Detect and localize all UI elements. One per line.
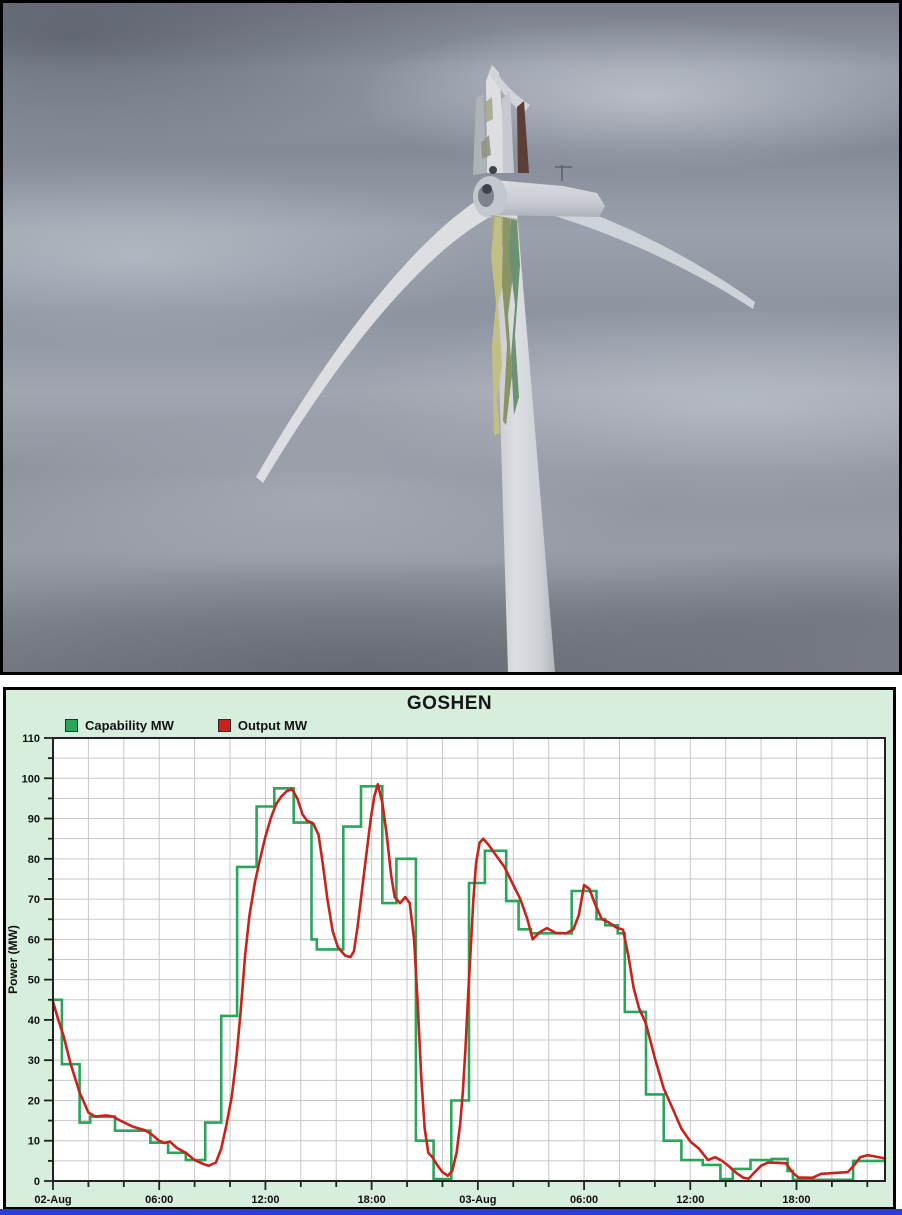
output-series-line — [51, 783, 887, 1180]
x-tick-label: 02-Aug — [34, 1194, 71, 1206]
y-tick-label: 20 — [28, 1095, 40, 1107]
x-tick-label: 12:00 — [676, 1194, 704, 1206]
y-tick-label: 0 — [34, 1176, 40, 1188]
output-legend-swatch-icon — [217, 719, 231, 732]
debris-strand-1 — [491, 217, 503, 435]
y-tick-label: 10 — [28, 1136, 40, 1148]
broken-blade-debris-patch2 — [484, 97, 493, 123]
y-tick-label: 100 — [22, 773, 40, 785]
turbine-blade-broken — [473, 65, 530, 175]
x-tick-label: 12:00 — [251, 1194, 279, 1206]
capability-legend-label: Capability MW — [85, 718, 174, 733]
turbine-blade-left — [256, 199, 492, 483]
hub-opening-front — [482, 184, 492, 194]
turbine-nacelle — [483, 179, 605, 217]
power-trend-chart: 0 10 20 30 40 50 60 70 80 90 100 110 02-Aug 06:00 12:0… — [6, 733, 887, 1206]
broken-blade-stub — [486, 65, 504, 173]
chart-legend: Capability MW Output MW — [65, 718, 307, 733]
wind-turbine — [179, 65, 755, 672]
debris-strand-2 — [502, 217, 513, 425]
y-axis-title: Power (MW) — [6, 925, 20, 994]
chart-title: GOSHEN — [406, 693, 493, 714]
y-tick-label: 80 — [28, 854, 40, 866]
plot-border — [52, 737, 886, 1182]
goshen-chart-panel: 0 10 20 30 40 50 60 70 80 90 100 110 02-Aug 06:00 12:0… — [3, 687, 896, 1210]
x-tick-label: 03-Aug — [459, 1194, 496, 1206]
broken-blade-curl — [490, 65, 530, 114]
turbine-blade-right — [506, 186, 755, 309]
x-tick-label: 06:00 — [570, 1194, 598, 1206]
debris-strand-3 — [509, 219, 520, 415]
broken-blade-debris-patch — [481, 135, 491, 159]
wind-turbine-photo — [0, 0, 902, 675]
x-tick-label: 18:00 — [358, 1194, 386, 1206]
cloudy-sky — [3, 3, 899, 672]
capability-legend-swatch-icon — [65, 719, 78, 732]
x-tick-label: 06:00 — [145, 1194, 173, 1206]
y-tick-label: 60 — [28, 934, 40, 946]
x-tick-label: 18:00 — [782, 1194, 810, 1206]
broken-blade-inner — [502, 91, 514, 173]
broken-blade-maroon-stripe — [517, 101, 529, 173]
y-tick-label: 70 — [28, 894, 40, 906]
output-legend-label: Output MW — [237, 718, 308, 733]
y-tick-label: 30 — [28, 1055, 40, 1067]
y-tick-label: 110 — [22, 733, 40, 745]
y-tick-label: 40 — [28, 1015, 40, 1027]
y-tick-label: 90 — [28, 814, 40, 826]
y-tick-label: 50 — [28, 975, 40, 987]
hub-opening-top — [489, 166, 497, 174]
hanging-blade-debris — [491, 215, 520, 435]
turbine-tower — [494, 212, 555, 672]
bottom-blue-bar — [0, 1209, 902, 1215]
distant-turbine — [179, 651, 182, 671]
